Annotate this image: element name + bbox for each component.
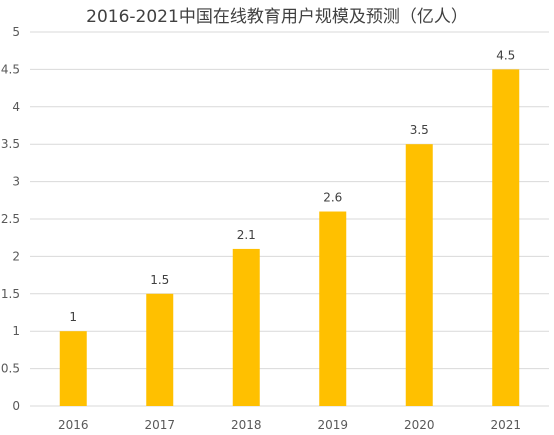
data-label-2021: 4.5 [496,48,515,62]
y-tick-label: 2 [12,249,20,263]
bar-2020 [405,144,433,406]
gridlines [30,31,549,407]
data-label-2016: 1 [69,310,77,324]
y-tick-label: 3 [12,175,20,189]
x-tick-label: 2016 [58,418,89,432]
data-label-2020: 3.5 [410,123,429,137]
y-tick-label: 3.5 [1,137,20,151]
bar-2021 [492,69,520,407]
chart-title: 2016-2021中国在线教育用户规模及预测（亿人） [86,7,468,27]
y-tick-label: 0.5 [1,362,20,376]
x-tick-label: 2017 [144,418,175,432]
y-tick-label: 2.5 [1,212,20,226]
y-tick-label: 4 [12,100,20,114]
y-tick-label: 1 [12,324,20,338]
y-tick-label: 0 [12,399,20,413]
data-label-2017: 1.5 [150,273,169,287]
bar-2017 [146,293,174,406]
y-tick-label: 4.5 [1,62,20,76]
bar-2016 [59,331,87,406]
x-tick-label: 2019 [317,418,348,432]
y-tick-label: 5 [12,25,20,39]
data-label-2019: 2.6 [323,191,342,205]
x-tick-label: 2020 [404,418,435,432]
x-axis-ticks: 2016 2017 2018 2019 2020 2021 [58,418,521,432]
y-tick-label: 1.5 [1,287,20,301]
bar-2019 [319,211,347,406]
bars [59,69,520,407]
x-tick-label: 2018 [231,418,262,432]
y-axis-ticks: 0 0.5 1 1.5 2 2.5 3 3.5 4 4.5 5 [1,25,20,413]
data-label-2018: 2.1 [237,228,256,242]
x-tick-label: 2021 [490,418,521,432]
bar-2018 [232,248,260,406]
data-labels: 1 1.5 2.1 2.6 3.5 4.5 [69,48,515,324]
